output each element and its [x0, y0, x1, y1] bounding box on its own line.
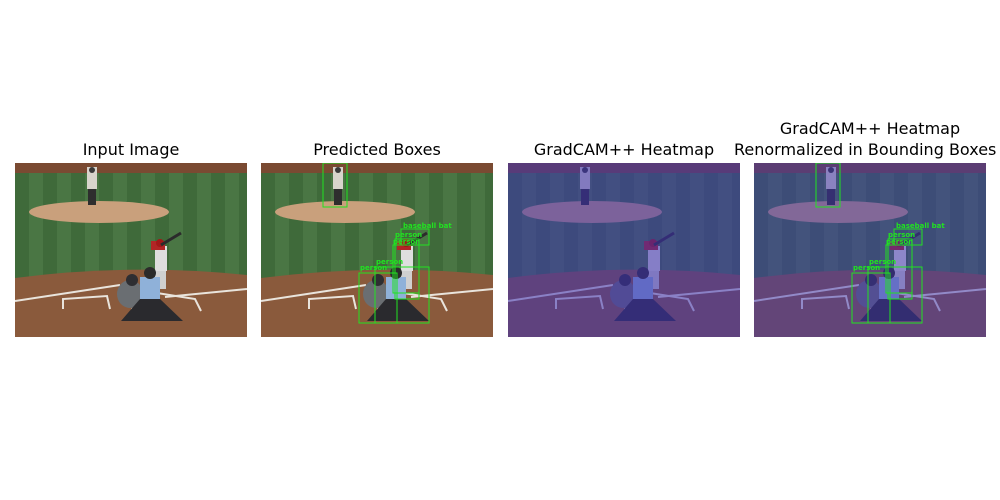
label-person: person — [869, 258, 896, 266]
box-umpire — [867, 266, 923, 324]
label-person: person — [360, 264, 387, 272]
panel-title-predicted: Predicted Boxes — [313, 140, 441, 159]
label-person: person — [886, 238, 913, 246]
label-person: person — [395, 231, 422, 239]
renormalized-heatmap-image: baseball bat person person person person — [754, 163, 986, 337]
input-image — [15, 163, 247, 337]
label-person: person — [888, 231, 915, 239]
box-pitcher — [322, 163, 348, 208]
panel-title-renormalized-line2: Renormalized in Bounding Boxes — [734, 140, 997, 159]
box-catcher — [358, 272, 398, 324]
box-catcher — [851, 272, 891, 324]
box-batter-2 — [885, 244, 913, 294]
box-umpire — [374, 266, 430, 324]
box-pitcher — [815, 163, 841, 208]
label-baseball-bat: baseball bat — [403, 222, 452, 230]
gradcam-heatmap-image — [508, 163, 740, 337]
panel-title-renormalized-line1: GradCAM++ Heatmap — [779, 119, 961, 138]
label-baseball-bat: baseball bat — [896, 222, 945, 230]
box-batter-2 — [392, 244, 420, 294]
panel-title-heatmap: GradCAM++ Heatmap — [533, 140, 715, 159]
label-person: person — [853, 264, 880, 272]
label-person: person — [393, 238, 420, 246]
label-person: person — [376, 258, 403, 266]
predicted-boxes-image: baseball bat person person person person — [261, 163, 493, 337]
panel-title-input: Input Image — [82, 140, 180, 159]
